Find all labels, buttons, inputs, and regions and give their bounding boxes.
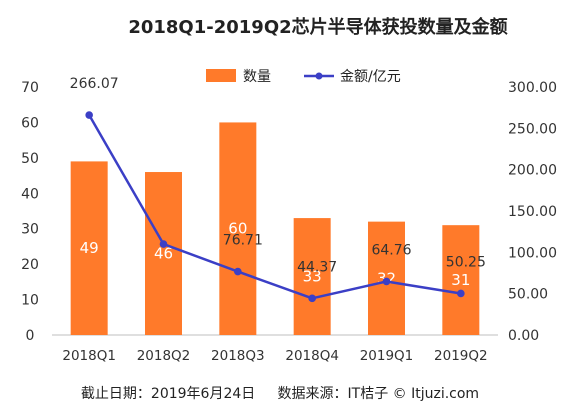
line-value-label: 64.76 [371,242,411,258]
y-left-tick-label: 60 [21,115,39,131]
footer-source-note: 截止日期：2019年6月24日 数据来源：IT桔子 © Itjuzi.com [81,386,479,402]
y-left-tick-label: 30 [21,222,39,238]
y-right-tick-label: 0.00 [508,328,539,344]
y-left-axis: 0 10 20 30 40 50 60 70 [21,80,39,344]
line-value-label: 76.71 [223,233,263,249]
legend-bar-label: 数量 [243,69,271,85]
line-point [457,289,465,298]
line-value-label: 266.07 [70,76,119,92]
line-point [159,240,168,248]
y-left-tick-label: 40 [21,186,39,202]
x-tick-label: 2018Q4 [285,348,339,364]
bar [442,225,480,335]
bars [70,122,480,335]
bar [293,218,331,335]
line-point [85,111,93,119]
legend-bar-swatch [206,69,236,82]
bar [145,172,182,335]
bar [70,161,108,335]
bar-value-label: 46 [154,245,173,263]
chart-title: 2018Q1-2019Q2芯片半导体获投数量及金额 [128,16,507,38]
y-left-tick-label: 0 [26,328,35,344]
y-right-tick-label: 100.00 [508,245,557,261]
x-tick-label: 2019Q2 [434,348,488,364]
legend: 数量 金额/亿元 [206,69,401,85]
x-tick-label: 2018Q3 [211,348,265,364]
x-tick-label: 2018Q2 [137,348,191,364]
legend-line-label: 金额/亿元 [340,69,401,85]
x-tick-label: 2019Q1 [360,348,414,364]
line-value-label: 50.25 [446,254,486,270]
bar-value-label: 33 [303,268,322,286]
y-right-tick-label: 250.00 [508,121,557,137]
bar-labels: 494660333231 [80,220,471,289]
line-value-label: 44.37 [297,259,337,275]
y-right-tick-label: 150.00 [508,204,557,220]
y-left-tick-label: 20 [21,257,39,273]
legend-line-marker [315,72,323,80]
y-right-tick-label: 50.00 [508,287,548,303]
line-labels: 266.07 76.71 44.37 64.76 50.25 [70,76,486,275]
y-left-tick-label: 70 [21,80,39,96]
line-point [234,267,242,276]
line-point [308,294,316,303]
y-right-tick-label: 200.00 [508,163,557,179]
x-tick-label: 2018Q1 [62,348,116,364]
y-right-axis: 0.00 50.00 100.00 150.00 200.00 250.00 300.00 [508,80,557,344]
y-right-tick-label: 300.00 [508,80,557,96]
y-left-tick-label: 10 [21,293,39,309]
line-series [85,111,465,303]
amount-line [88,114,462,300]
bar-value-label: 31 [451,271,470,289]
x-axis: 2018Q1 2018Q2 2018Q3 2018Q4 2019Q1 2019Q2 [62,348,487,364]
line-point [382,277,391,286]
bar-value-label: 60 [228,220,247,238]
bar-value-label: 49 [80,239,99,257]
bar [219,122,257,335]
y-left-tick-label: 50 [21,151,39,167]
